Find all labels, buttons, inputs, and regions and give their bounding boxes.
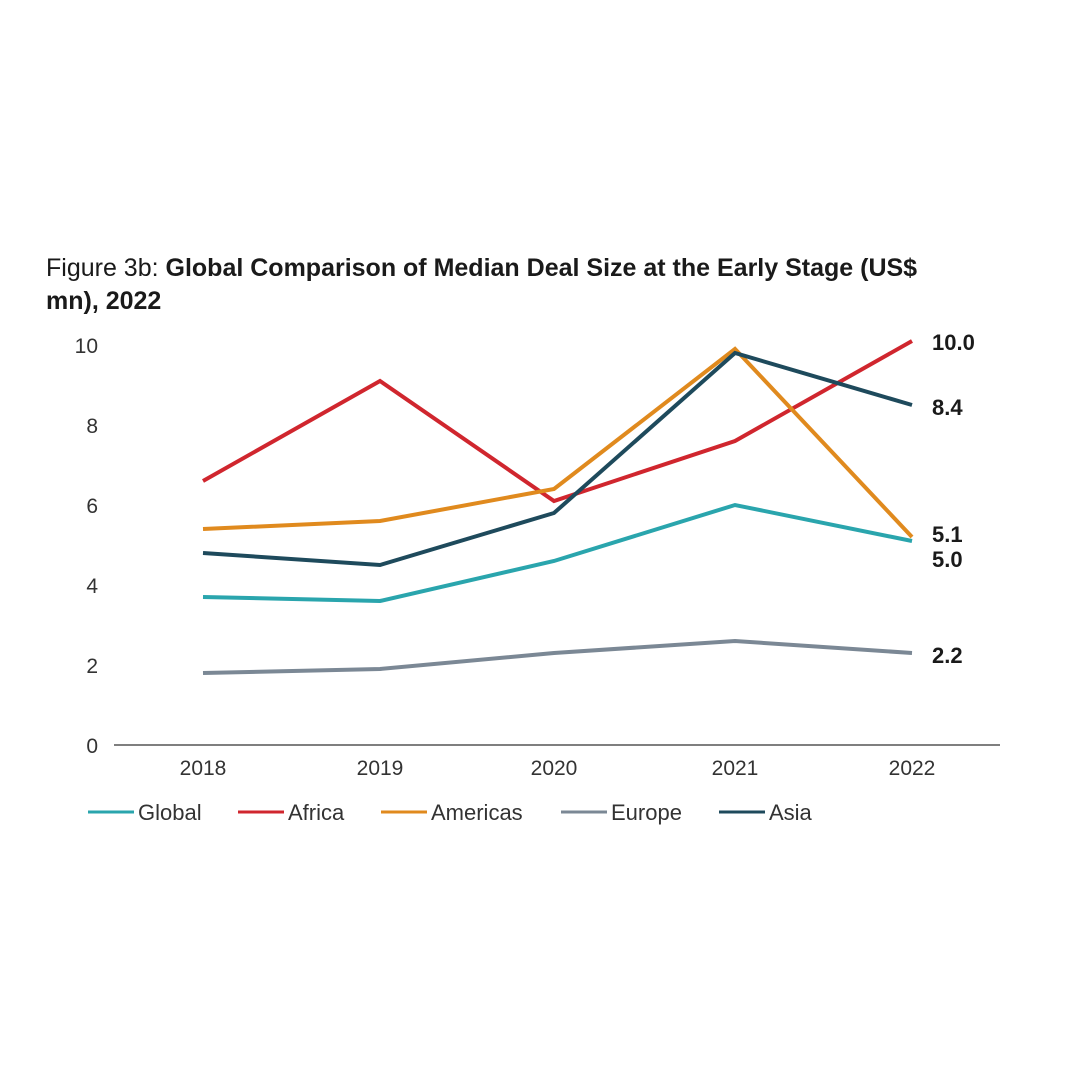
x-tick-label: 2018	[180, 757, 227, 780]
legend-label-global: Global	[138, 800, 202, 825]
x-tick-label: 2020	[531, 757, 578, 780]
figure-number: Figure 3b:	[46, 254, 166, 282]
x-tick-label: 2021	[712, 757, 759, 780]
legend-label-americas: Americas	[431, 800, 523, 825]
x-tick-label: 2019	[357, 757, 404, 780]
end-value-label: 10.0	[932, 330, 975, 355]
series-line-americas	[202, 346, 914, 539]
series-line-africa	[202, 339, 913, 504]
x-tick-label: 2022	[889, 757, 936, 780]
legend-label-asia: Asia	[769, 800, 813, 825]
y-tick-label: 4	[86, 575, 98, 598]
y-tick-label: 2	[86, 655, 98, 678]
y-tick-label: 10	[75, 335, 98, 358]
figure-title: Global Comparison of Median Deal Size at…	[46, 254, 918, 315]
y-tick-label: 0	[86, 735, 98, 758]
series-line-asia	[202, 350, 913, 568]
series-line-europe	[202, 638, 913, 675]
chart-title: Figure 3b: Global Comparison of Median D…	[46, 252, 946, 318]
end-value-label: 8.4	[932, 395, 963, 420]
end-value-label: 5.0	[932, 547, 963, 572]
end-value-label: 2.2	[932, 643, 963, 668]
series-line-global	[202, 502, 913, 604]
legend-label-africa: Africa	[288, 800, 345, 825]
y-tick-label: 8	[86, 415, 98, 438]
end-value-label: 5.1	[932, 522, 963, 547]
y-tick-label: 6	[86, 495, 98, 518]
legend-label-europe: Europe	[611, 800, 682, 825]
